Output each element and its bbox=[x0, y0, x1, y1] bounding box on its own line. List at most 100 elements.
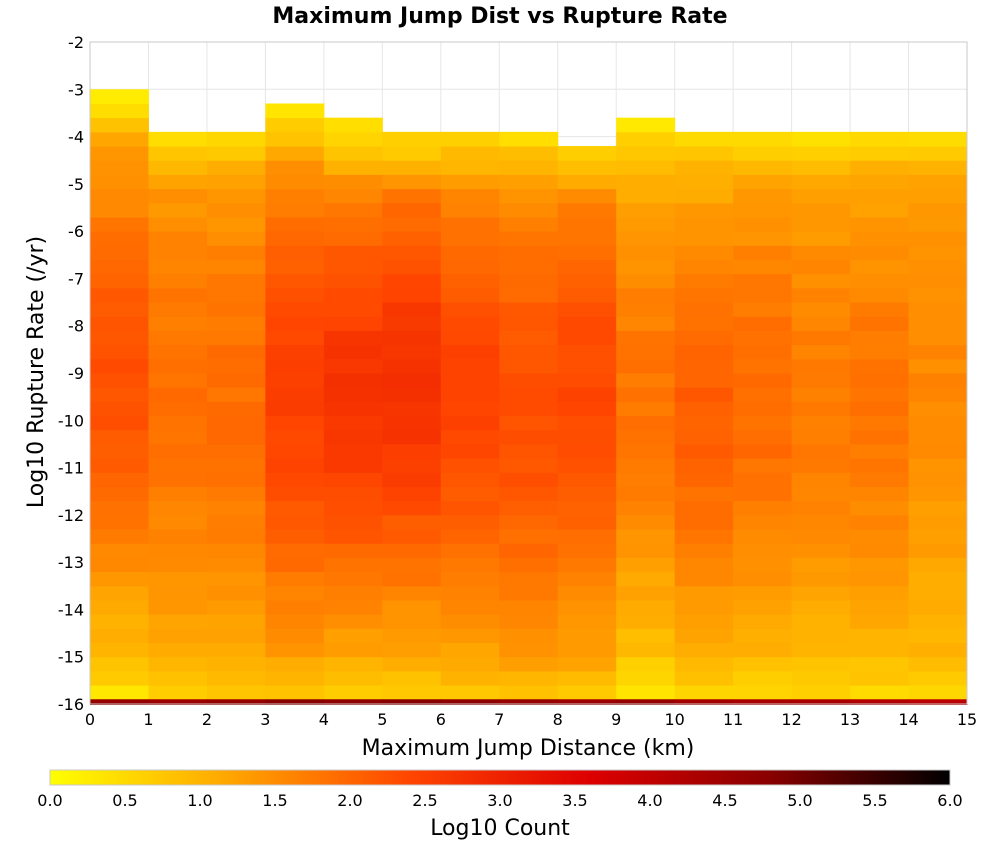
heatmap-cell bbox=[733, 458, 793, 473]
heatmap-cell bbox=[323, 231, 383, 246]
heatmap-cell bbox=[440, 458, 500, 473]
heatmap-cell bbox=[791, 188, 851, 204]
heatmap-cell bbox=[499, 585, 559, 601]
heatmap-cell bbox=[850, 656, 910, 672]
heatmap-cell bbox=[206, 486, 266, 502]
heatmap-cell bbox=[733, 188, 793, 204]
heatmap-cell bbox=[791, 443, 851, 459]
heatmap-cell bbox=[557, 216, 617, 232]
heatmap-cell bbox=[791, 429, 851, 445]
heatmap-cell bbox=[850, 358, 910, 374]
heatmap-cell bbox=[908, 642, 968, 658]
heatmap-cell bbox=[850, 557, 910, 573]
x-tick-label: 9 bbox=[611, 710, 621, 729]
heatmap-cell bbox=[791, 160, 851, 175]
heatmap-cell bbox=[557, 287, 617, 303]
heatmap-cell bbox=[674, 160, 734, 175]
heatmap-cell bbox=[733, 642, 793, 658]
heatmap-cell bbox=[908, 685, 968, 700]
heatmap-cell bbox=[382, 599, 442, 615]
heatmap-cell bbox=[908, 188, 968, 204]
heatmap-cell bbox=[499, 316, 559, 331]
heatmap-cell bbox=[499, 344, 559, 360]
heatmap-cell bbox=[440, 656, 500, 672]
heatmap-cell bbox=[382, 486, 442, 502]
colorbar-tick-label: 6.0 bbox=[937, 791, 962, 810]
x-tick-label: 4 bbox=[319, 710, 329, 729]
heatmap-cell bbox=[382, 401, 442, 417]
heatmap-cell bbox=[499, 330, 559, 346]
heatmap-cell bbox=[791, 401, 851, 417]
heatmap-cell bbox=[206, 557, 266, 573]
heatmap-cell bbox=[850, 543, 910, 558]
heatmap-cell bbox=[206, 146, 266, 161]
heatmap-cell bbox=[323, 273, 383, 289]
heatmap-cell bbox=[148, 614, 208, 629]
heatmap-cell bbox=[616, 614, 676, 629]
heatmap-cell bbox=[733, 160, 793, 175]
heatmap-cell bbox=[323, 117, 383, 133]
heatmap-cell bbox=[674, 131, 734, 147]
heatmap-cell bbox=[616, 514, 676, 530]
heatmap-cell bbox=[616, 656, 676, 672]
heatmap-cell bbox=[499, 415, 559, 431]
heatmap-cell bbox=[265, 599, 325, 615]
heatmap-cell bbox=[616, 443, 676, 459]
heatmap-cell bbox=[265, 103, 325, 119]
heatmap-cell bbox=[206, 415, 266, 431]
heatmap-cell bbox=[323, 500, 383, 516]
heatmap-cell bbox=[674, 557, 734, 573]
heatmap-cell bbox=[148, 685, 208, 700]
heatmap-cell bbox=[440, 571, 500, 587]
heatmap-cell bbox=[148, 670, 208, 686]
heatmap-cell bbox=[674, 330, 734, 346]
heatmap-cell bbox=[616, 472, 676, 487]
heatmap-cell bbox=[499, 202, 559, 218]
heatmap-cell bbox=[791, 330, 851, 346]
heatmap-cell bbox=[90, 216, 149, 232]
heatmap-cell bbox=[674, 642, 734, 658]
heatmap-cell bbox=[557, 656, 617, 672]
heatmap-cell bbox=[382, 387, 442, 402]
heatmap-cell bbox=[616, 131, 676, 147]
heatmap-cell bbox=[265, 245, 325, 261]
heatmap-cell bbox=[148, 458, 208, 473]
heatmap-cell bbox=[440, 131, 500, 147]
heatmap-cell bbox=[265, 500, 325, 516]
heatmap-cell bbox=[382, 415, 442, 431]
y-tick-label: -16 bbox=[58, 695, 84, 714]
heatmap-cell bbox=[674, 599, 734, 615]
heatmap-cell bbox=[382, 231, 442, 246]
heatmap-cell bbox=[850, 245, 910, 261]
heatmap-cell bbox=[206, 188, 266, 204]
heatmap-cell bbox=[265, 571, 325, 587]
heatmap-cell bbox=[323, 656, 383, 672]
heatmap-cell bbox=[382, 543, 442, 558]
heatmap-cell bbox=[440, 500, 500, 516]
x-tick-label: 6 bbox=[436, 710, 446, 729]
heatmap-cell bbox=[265, 486, 325, 502]
heatmap-cell bbox=[791, 472, 851, 487]
heatmap-cell bbox=[206, 443, 266, 459]
heatmap-cell bbox=[323, 131, 383, 147]
heatmap-cell bbox=[908, 231, 968, 246]
heatmap-cell bbox=[674, 685, 734, 700]
heatmap-cell bbox=[440, 472, 500, 487]
heatmap-cell bbox=[206, 500, 266, 516]
heatmap-cell bbox=[90, 344, 149, 360]
heatmap-cell bbox=[265, 131, 325, 147]
heatmap-cell bbox=[557, 373, 617, 388]
heatmap-cell bbox=[382, 500, 442, 516]
y-tick-label: -6 bbox=[68, 222, 84, 241]
heatmap-cell bbox=[265, 146, 325, 161]
heatmap-cell bbox=[850, 344, 910, 360]
heatmap-cell bbox=[791, 543, 851, 558]
heatmap-cell bbox=[791, 486, 851, 502]
heatmap-cell bbox=[499, 642, 559, 658]
heatmap-cell bbox=[850, 160, 910, 175]
heatmap-cell bbox=[616, 628, 676, 644]
heatmap-cell bbox=[382, 316, 442, 331]
heatmap-cell bbox=[323, 188, 383, 204]
heatmap-cell bbox=[323, 146, 383, 161]
heatmap-cell bbox=[733, 344, 793, 360]
